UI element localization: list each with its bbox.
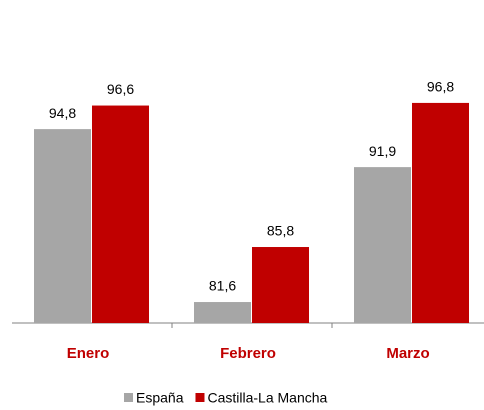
bar: [194, 302, 251, 323]
data-label: 96,8: [427, 79, 454, 95]
legend-swatch: [124, 393, 133, 402]
data-label: 91,9: [369, 143, 396, 159]
data-label: 81,6: [209, 278, 236, 294]
bar: [354, 167, 411, 323]
data-label: 94,8: [49, 105, 76, 121]
bar: [412, 102, 469, 323]
legend-label: España: [136, 390, 184, 406]
bar: [252, 247, 309, 323]
legend-label: Castilla-La Mancha: [207, 390, 327, 406]
data-label: 85,8: [267, 223, 294, 239]
data-label: 96,6: [107, 81, 134, 97]
x-tick-label: Enero: [67, 345, 110, 362]
legend-swatch: [195, 393, 205, 402]
bar: [92, 105, 149, 323]
x-tick-label: Marzo: [386, 345, 429, 362]
bar: [34, 129, 91, 323]
x-tick-label: Febrero: [220, 345, 276, 362]
